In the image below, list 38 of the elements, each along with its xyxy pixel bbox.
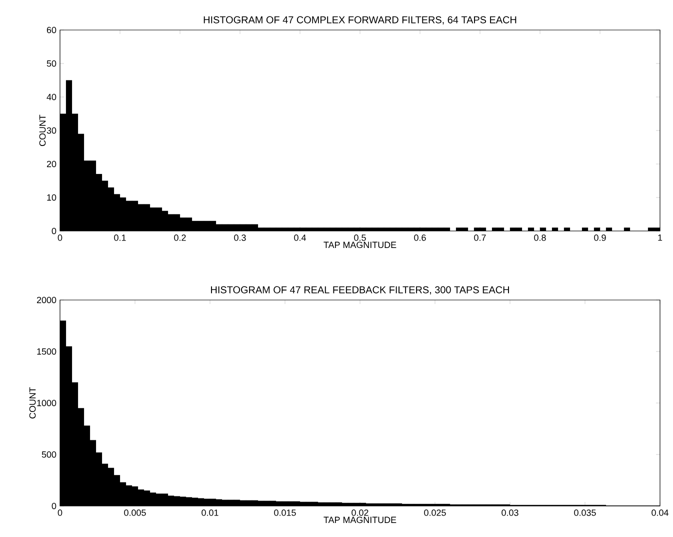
y-tick-label: 60 bbox=[46, 26, 56, 34]
x-tick-label: 0.005 bbox=[124, 510, 146, 516]
y-tick-label: 10 bbox=[47, 194, 56, 201]
y-tick-label: 50 bbox=[46, 60, 56, 67]
y-tick-label: 0 bbox=[52, 228, 56, 234]
y-tick-label: 1500 bbox=[37, 348, 56, 355]
y-tick-label: 40 bbox=[46, 94, 56, 100]
x-tick-label: 0.9 bbox=[594, 234, 606, 241]
x-tick-label: 0.5 bbox=[354, 234, 366, 241]
x-tick-label: 0.2 bbox=[174, 234, 186, 241]
x-tick-label: 1 bbox=[658, 234, 662, 241]
y-axis-title: COUNT bbox=[39, 114, 46, 146]
x-tick-label: 0.4 bbox=[294, 234, 306, 241]
x-tick-label: 0.025 bbox=[424, 510, 446, 516]
x-tick-label: 0 bbox=[58, 234, 62, 241]
x-tick-label: 0.1 bbox=[114, 234, 126, 241]
x-tick-label: 0.3 bbox=[234, 234, 246, 241]
x-tick-label: 0.6 bbox=[414, 234, 426, 241]
x-axis-title: TAP MAGNITUDE bbox=[324, 242, 396, 248]
x-tick-label: 0.015 bbox=[274, 510, 296, 516]
y-tick-label: 1000 bbox=[37, 400, 56, 406]
y-axis-title: COUNT bbox=[29, 387, 36, 418]
x-tick-label: 0.8 bbox=[534, 234, 546, 241]
x-tick-label: 0.04 bbox=[652, 510, 668, 516]
x-tick-label: 0 bbox=[58, 510, 62, 516]
x-tick-label: 0.01 bbox=[202, 510, 218, 516]
y-tick-label: 30 bbox=[46, 127, 56, 134]
y-tick-label: 2000 bbox=[36, 296, 56, 304]
chart-title: HISTOGRAM OF 47 REAL FEEDBACK FILTERS, 300 TAPS EACH bbox=[211, 286, 509, 295]
x-tick-label: 0.7 bbox=[474, 234, 486, 241]
y-tick-label: 500 bbox=[42, 451, 56, 458]
y-tick-label: 0 bbox=[52, 502, 56, 510]
x-tick-label: 0.02 bbox=[352, 510, 368, 516]
chart-title: HISTOGRAM OF 47 COMPLEX FORWARD FILTERS, 64 TAPS EACH bbox=[204, 16, 516, 25]
x-axis-title: TAP MAGNITUDE bbox=[324, 516, 396, 524]
x-tick-label: 0.03 bbox=[502, 510, 518, 516]
y-tick-label: 20 bbox=[46, 160, 56, 168]
x-tick-label: 0.035 bbox=[574, 510, 596, 516]
